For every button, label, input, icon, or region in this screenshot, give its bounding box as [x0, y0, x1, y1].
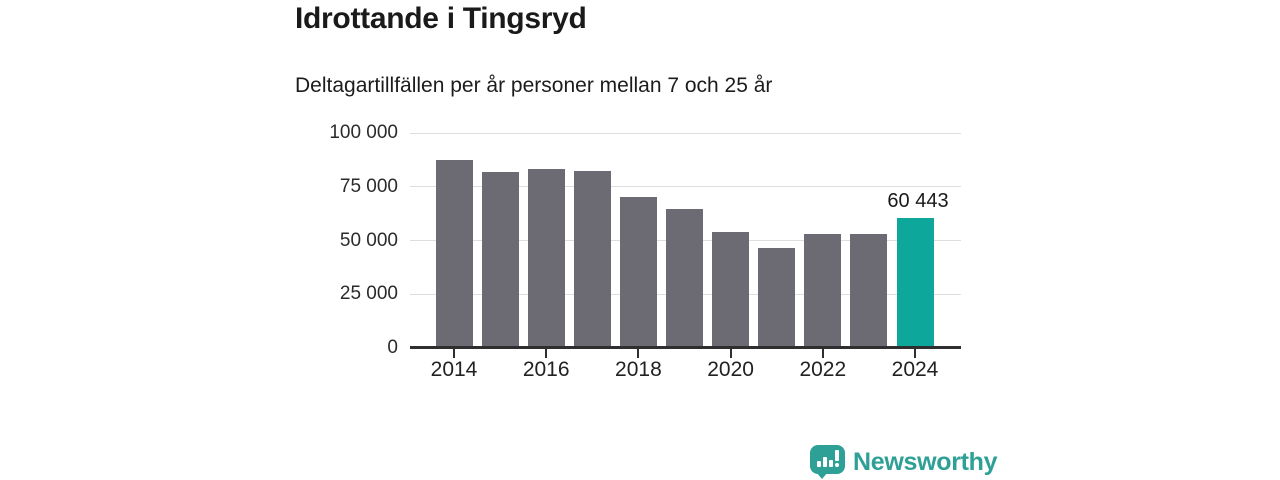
- bar-value-label: 60 443: [887, 190, 949, 213]
- logo-speech-bubble-tail: [816, 472, 828, 479]
- x-axis-tick: [914, 349, 916, 358]
- newsworthy-logo[interactable]: Newsworthy: [810, 445, 998, 479]
- logo-exclamation-stroke: [835, 450, 839, 461]
- x-axis-tick-label: 2020: [707, 358, 754, 381]
- x-axis-tick: [637, 349, 640, 358]
- x-axis-tick: [729, 349, 732, 358]
- logo-speech-bubble: [810, 445, 845, 474]
- bar-2024: [896, 218, 934, 348]
- newsworthy-logo-icon: [810, 445, 845, 479]
- x-axis-tick: [453, 349, 455, 358]
- x-axis-tick-label: 2024: [891, 358, 939, 381]
- bar-2022: [804, 234, 842, 348]
- y-axis-tick-label: 0: [387, 337, 398, 358]
- y-axis-tick-label: 25 000: [339, 283, 398, 305]
- bar-2023: [850, 233, 888, 348]
- y-axis-tick-label: 75 000: [339, 175, 398, 197]
- x-axis-tick: [545, 349, 548, 358]
- x-axis-tick: [821, 349, 824, 358]
- bar-2018: [619, 197, 657, 348]
- bar-2016: [527, 168, 565, 348]
- bar-2015: [481, 171, 519, 348]
- logo-mini-bar-2: [823, 457, 827, 467]
- bar-2019: [666, 208, 703, 348]
- logo-exclamation-dot: [835, 463, 839, 467]
- x-axis-tick-label: 2014: [430, 358, 478, 381]
- bar-2014: [435, 159, 473, 348]
- bar-2021: [758, 248, 796, 348]
- x-axis-tick-label: 2016: [522, 358, 570, 381]
- logo-mini-bar-1: [817, 461, 821, 467]
- chart-title: Idrottande i Tingsryd: [295, 2, 587, 35]
- x-axis-tick-label: 2022: [799, 358, 847, 381]
- bar-2017: [573, 171, 611, 348]
- logo-mini-bar-3: [829, 460, 833, 467]
- y-axis-tick-label: 100 000: [329, 122, 398, 143]
- x-axis-line: [410, 346, 961, 349]
- chart-subtitle: Deltagartillfällen per år personer mella…: [295, 74, 773, 97]
- gridline: [410, 132, 961, 134]
- gridline: [410, 186, 961, 188]
- newsworthy-wordmark: Newsworthy: [853, 447, 998, 476]
- y-axis-tick-label: 50 000: [339, 229, 398, 251]
- x-axis-tick-label: 2018: [615, 358, 662, 381]
- bar-2020: [712, 232, 750, 348]
